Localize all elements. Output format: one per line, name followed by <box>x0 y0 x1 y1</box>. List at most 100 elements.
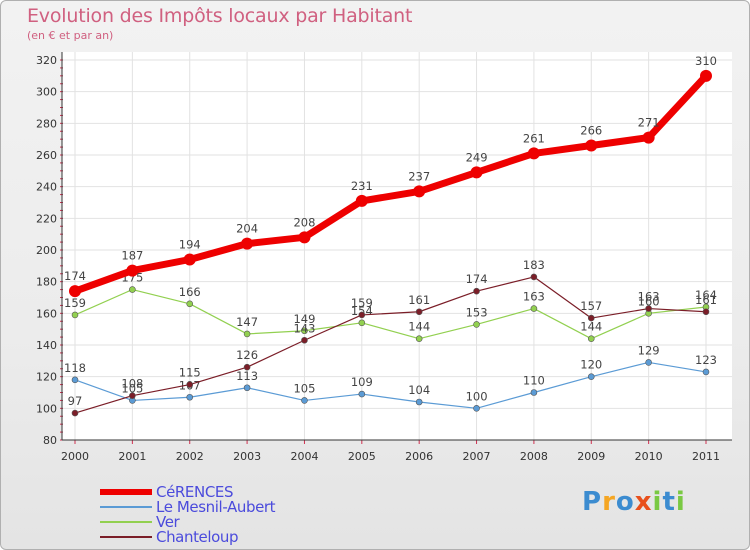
data-point <box>642 131 655 144</box>
series-c-rences: 174 187 194 204 208 231 237 249 261 266 271 310 <box>64 54 717 298</box>
data-label: 110 <box>523 374 545 388</box>
series-le-mesnil-aubert: 118105107113105109104100110120129123 <box>64 343 717 412</box>
data-point <box>700 69 712 82</box>
data-point <box>645 359 652 366</box>
data-point <box>473 287 480 295</box>
y-tick-label: 220 <box>36 212 57 225</box>
data-label: 153 <box>466 305 488 319</box>
data-label: 187 <box>121 249 143 263</box>
data-label: 118 <box>64 361 86 375</box>
chart-subtitle: (en € et par an) <box>27 29 114 42</box>
data-point <box>243 384 251 392</box>
data-point <box>301 397 308 404</box>
series-line <box>73 73 709 295</box>
data-label: 208 <box>293 215 315 229</box>
y-tick-label: 240 <box>36 181 57 194</box>
data-label: 100 <box>466 389 488 403</box>
data-label: 105 <box>293 381 315 395</box>
x-tick-label: 2011 <box>692 450 720 463</box>
data-label: 147 <box>236 315 258 329</box>
data-label: 144 <box>580 320 602 334</box>
chart-title: Evolution des Impôts locaux par Habitant <box>27 5 413 27</box>
legend-item: Chanteloup <box>100 528 360 546</box>
data-point <box>358 390 366 398</box>
y-tick-label: 280 <box>36 117 57 130</box>
data-point <box>530 273 538 281</box>
series-line <box>74 288 707 340</box>
data-point <box>473 321 480 328</box>
data-label: 104 <box>408 383 430 397</box>
data-label: 126 <box>236 348 258 362</box>
data-point <box>587 373 595 380</box>
x-tick-label: 2007 <box>463 450 491 463</box>
data-point <box>585 139 598 152</box>
data-point <box>129 392 136 399</box>
logo-letter: t <box>662 487 676 517</box>
x-tick-label: 2009 <box>577 450 605 463</box>
data-point <box>415 335 423 342</box>
y-tick-label: 200 <box>36 244 57 257</box>
data-label: 174 <box>64 269 86 283</box>
data-label: 160 <box>638 294 660 308</box>
data-point <box>473 405 480 412</box>
data-label: 159 <box>351 296 373 310</box>
legend-swatch <box>100 506 152 508</box>
data-point <box>587 314 595 322</box>
data-point <box>530 389 538 396</box>
data-point <box>702 308 710 316</box>
data-label: 237 <box>408 169 430 183</box>
x-tick-label: 2006 <box>405 450 433 463</box>
data-point <box>415 308 423 316</box>
legend-swatch <box>100 521 152 523</box>
series-chanteloup: 97 108 115 126 143 159 161 174 183 157 163 161 <box>68 258 717 417</box>
logo-letter: r <box>602 487 616 517</box>
series-line <box>74 276 707 414</box>
y-tick-label: 260 <box>36 149 57 162</box>
data-label: 249 <box>466 150 488 164</box>
data-point <box>355 194 368 207</box>
legend-label: Ver <box>156 513 180 531</box>
data-point <box>702 368 710 376</box>
y-tick-label: 160 <box>36 307 57 320</box>
data-point <box>587 335 595 342</box>
legend-label: CéRENCES <box>156 483 234 501</box>
logo-letter: P <box>582 487 603 517</box>
data-point <box>243 330 251 338</box>
data-label: 310 <box>695 54 717 68</box>
data-label: 161 <box>408 293 430 307</box>
data-point <box>413 185 426 198</box>
x-tick-label: 2008 <box>520 450 548 463</box>
legend-label: Chanteloup <box>156 528 239 546</box>
data-point <box>183 253 196 266</box>
data-label: 123 <box>695 353 717 367</box>
data-point <box>470 166 483 179</box>
data-point <box>71 311 79 319</box>
data-label: 159 <box>64 296 86 310</box>
data-point <box>186 381 194 388</box>
data-label: 266 <box>580 124 602 138</box>
data-label: 166 <box>179 285 201 299</box>
legend-item: CéRENCES <box>100 483 360 501</box>
data-label: 97 <box>68 394 83 408</box>
data-label: 120 <box>580 358 602 372</box>
data-label: 109 <box>351 375 373 389</box>
data-point <box>358 311 366 319</box>
data-label: 113 <box>236 369 258 383</box>
data-point <box>530 305 538 312</box>
data-label: 161 <box>695 293 717 307</box>
x-tick-label: 2005 <box>348 450 376 463</box>
data-label: 271 <box>638 116 660 130</box>
data-point <box>645 305 652 312</box>
data-label: 163 <box>523 290 545 304</box>
data-point <box>298 231 311 244</box>
data-point <box>71 376 79 384</box>
y-tick-label: 320 <box>36 54 57 67</box>
logo-letter: i <box>675 487 686 517</box>
data-label: 115 <box>179 366 201 380</box>
legend-item: Ver <box>100 513 360 531</box>
y-tick-label: 180 <box>36 276 57 289</box>
x-tick-label: 2010 <box>635 450 663 463</box>
logo-letter: o <box>615 487 635 517</box>
data-point <box>301 336 308 344</box>
